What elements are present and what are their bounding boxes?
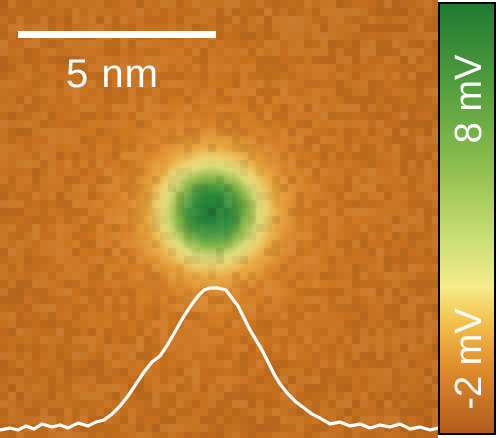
pixel-noise-overlay (0, 0, 438, 438)
colorbar-max-label: 8 mV (448, 54, 490, 144)
scale-bar-label: 5 nm (66, 52, 159, 96)
dI-dV-map: 5 nm (0, 0, 438, 438)
line-profile-plot (0, 0, 438, 438)
line-profile-curve (0, 286, 438, 432)
colorbar-min-label: -2 mV (448, 308, 490, 410)
scale-bar (18, 31, 216, 38)
color-bar: 8 mV -2 mV (438, 2, 496, 435)
